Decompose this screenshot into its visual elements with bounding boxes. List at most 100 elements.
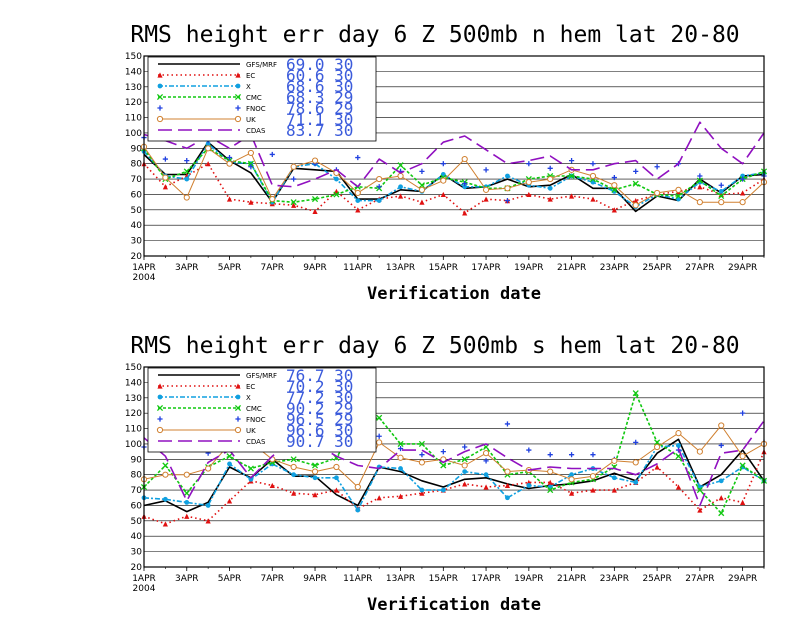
data-point-ec bbox=[312, 208, 318, 214]
data-point-uk bbox=[397, 172, 404, 180]
data-point-cmc bbox=[311, 462, 319, 469]
x-tick-label: 1APR bbox=[132, 263, 156, 273]
data-point-ec bbox=[654, 464, 660, 470]
data-point-ec bbox=[184, 513, 190, 519]
data-point-uk bbox=[675, 430, 682, 437]
data-point-cmc bbox=[461, 456, 468, 463]
data-point-x bbox=[505, 495, 510, 501]
y-tick-label: 70 bbox=[131, 175, 143, 185]
data-point-x bbox=[505, 173, 510, 179]
legend-stat: 90.7 30 bbox=[286, 432, 353, 451]
data-point-x bbox=[718, 188, 724, 194]
data-point-ec bbox=[675, 484, 682, 490]
data-point-fnoc bbox=[718, 182, 724, 188]
legend-marker-start bbox=[157, 383, 163, 389]
data-point-ec bbox=[312, 492, 318, 498]
legend-label: CMC bbox=[246, 405, 262, 413]
data-point-uk bbox=[739, 453, 746, 460]
legend-label: EC bbox=[246, 72, 255, 80]
x-tick-label: 17APR bbox=[471, 263, 500, 273]
series-cdas bbox=[143, 121, 765, 188]
data-point-uk bbox=[461, 155, 468, 163]
data-point-ec bbox=[590, 196, 596, 202]
data-point-x bbox=[526, 483, 532, 488]
legend-stat: 96.6 30 bbox=[286, 421, 353, 440]
x-tick-label: 21APR bbox=[557, 263, 586, 273]
data-point-fnoc bbox=[590, 161, 596, 167]
data-point-fnoc bbox=[526, 161, 532, 167]
data-point-fnoc bbox=[504, 421, 511, 427]
series-cmc bbox=[140, 145, 768, 206]
y-tick-label: 20 bbox=[131, 563, 143, 573]
legend-entry-fnoc: FNOC 78.6 29 bbox=[157, 99, 353, 118]
data-point-fnoc bbox=[226, 154, 233, 161]
data-point-uk bbox=[418, 186, 426, 193]
data-point-fnoc bbox=[740, 176, 746, 182]
data-point-fnoc bbox=[419, 168, 425, 174]
data-point-fnoc bbox=[162, 156, 168, 162]
legend-box bbox=[147, 367, 377, 453]
data-point-x bbox=[547, 185, 553, 191]
data-point-ec bbox=[355, 207, 361, 213]
data-point-ec bbox=[483, 484, 489, 490]
legend-entry-gfs: GFS/MRF 69.0 30 bbox=[158, 55, 353, 74]
plot-frame bbox=[143, 366, 765, 568]
data-point-ec bbox=[697, 184, 703, 190]
data-point-cmc bbox=[290, 456, 297, 463]
data-point-uk bbox=[269, 195, 276, 203]
data-point-uk bbox=[589, 473, 597, 480]
x-tick-label: 25APR bbox=[642, 263, 671, 273]
y-tick-label: 30 bbox=[131, 548, 143, 558]
data-point-cmc bbox=[718, 510, 725, 517]
legend-entry-uk: UK 96.6 30 bbox=[156, 421, 353, 440]
legend-box bbox=[147, 56, 377, 142]
data-point-ec bbox=[269, 482, 275, 489]
x-tick-label: 25APR bbox=[642, 574, 671, 584]
data-point-uk bbox=[205, 465, 212, 472]
y-tick-label: 80 bbox=[131, 160, 143, 170]
data-point-fnoc bbox=[718, 442, 724, 449]
legend-marker-end bbox=[235, 83, 241, 89]
data-point-uk bbox=[632, 459, 639, 466]
data-point-fnoc bbox=[462, 444, 468, 450]
legend-entry-x: X 77.2 30 bbox=[157, 388, 353, 407]
legend-marker-end bbox=[235, 72, 241, 78]
data-point-ec bbox=[419, 490, 425, 496]
x-tick-label: 9APR bbox=[303, 263, 327, 273]
legend-entry-ec: EC 70.2 30 bbox=[157, 377, 353, 396]
data-point-uk bbox=[547, 175, 554, 183]
data-point-ec bbox=[568, 193, 575, 199]
data-point-cmc bbox=[333, 191, 340, 198]
legend-marker-end bbox=[235, 416, 241, 422]
data-point-fnoc bbox=[568, 158, 575, 164]
x-tick-label: 11APR bbox=[343, 574, 372, 584]
legend-label: GFS/MRF bbox=[246, 61, 277, 69]
legend-marker-start bbox=[156, 93, 164, 101]
data-point-ec bbox=[205, 518, 211, 524]
data-point-x bbox=[611, 475, 617, 481]
legend: GFS/MRF 69.0 30 EC 60.6 30 X 68.6 30 CMC 68.3 2… bbox=[147, 55, 377, 142]
data-point-fnoc bbox=[611, 174, 617, 181]
data-point-x bbox=[184, 499, 190, 505]
data-point-cmc bbox=[247, 465, 254, 472]
series-fnoc bbox=[141, 134, 767, 204]
series-line-cmc bbox=[143, 147, 765, 203]
data-point-cmc bbox=[611, 186, 618, 193]
legend-marker-start bbox=[157, 394, 163, 400]
data-point-x bbox=[419, 487, 425, 493]
legend-entry-cdas: CDAS 83.7 30 bbox=[158, 121, 353, 140]
data-point-ec bbox=[483, 196, 489, 202]
data-point-ec bbox=[568, 490, 575, 496]
data-point-x bbox=[355, 507, 361, 513]
data-point-uk bbox=[739, 199, 746, 206]
y-tick-label: 30 bbox=[131, 237, 143, 247]
x-tick-label: 27APR bbox=[685, 574, 714, 584]
data-point-cmc bbox=[247, 160, 254, 167]
data-point-uk bbox=[247, 149, 254, 157]
data-point-ec bbox=[611, 487, 617, 493]
data-point-x bbox=[398, 466, 403, 471]
legend-stat: 76.7 30 bbox=[286, 366, 353, 385]
data-point-fnoc bbox=[590, 452, 596, 458]
data-point-uk bbox=[482, 450, 490, 457]
